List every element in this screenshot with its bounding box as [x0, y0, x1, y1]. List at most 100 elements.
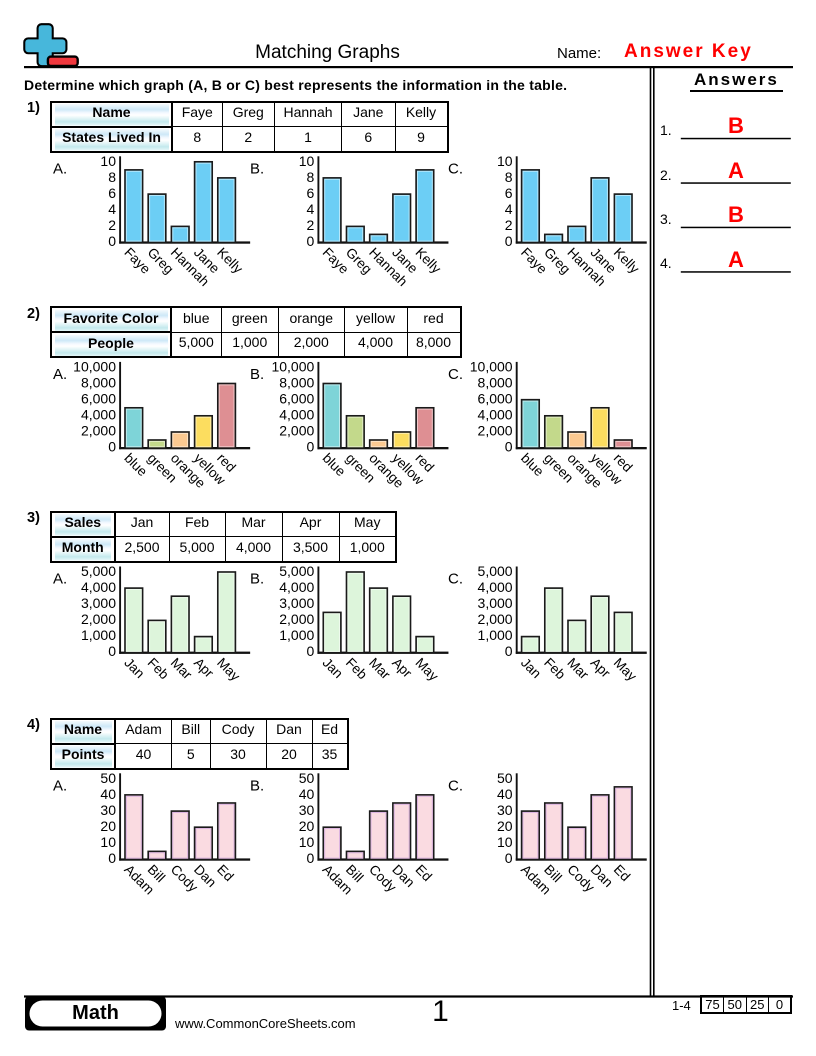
svg-text:10: 10 [100, 153, 116, 169]
svg-text:May: May [611, 655, 640, 684]
svg-text:blue: blue [320, 450, 349, 479]
svg-text:Mar: Mar [168, 655, 195, 682]
svg-text:40: 40 [497, 786, 513, 802]
svg-text:8: 8 [505, 169, 513, 185]
svg-text:6: 6 [108, 185, 116, 201]
svg-text:Apr: Apr [389, 655, 415, 681]
svg-text:30: 30 [497, 802, 513, 818]
svg-text:A.: A. [53, 160, 67, 177]
svg-text:Kelly: Kelly [412, 245, 444, 277]
svg-text:4,000: 4,000 [81, 407, 116, 423]
svg-text:Greg: Greg [343, 245, 375, 277]
svg-text:0: 0 [307, 850, 315, 866]
svg-text:3,000: 3,000 [279, 595, 314, 611]
svg-text:Feb: Feb [145, 655, 172, 682]
svg-text:6,000: 6,000 [81, 391, 116, 407]
svg-text:Jan: Jan [518, 655, 544, 681]
svg-text:blue: blue [121, 450, 150, 479]
svg-text:0: 0 [108, 439, 116, 455]
svg-text:40: 40 [299, 786, 315, 802]
svg-text:Feb: Feb [541, 655, 568, 682]
svg-text:blue: blue [518, 450, 547, 479]
svg-text:0: 0 [505, 439, 513, 455]
svg-text:1,000: 1,000 [279, 627, 314, 643]
svg-text:0: 0 [108, 643, 116, 659]
svg-text:0: 0 [505, 233, 513, 249]
svg-text:10: 10 [299, 834, 315, 850]
svg-text:4,000: 4,000 [279, 579, 314, 595]
svg-text:Jan: Jan [121, 655, 147, 681]
svg-text:Feb: Feb [343, 655, 370, 682]
svg-text:3,000: 3,000 [81, 595, 116, 611]
svg-text:5,000: 5,000 [81, 563, 116, 579]
svg-text:2,000: 2,000 [478, 611, 513, 627]
svg-text:4: 4 [307, 201, 315, 217]
svg-text:10,000: 10,000 [271, 359, 314, 375]
svg-text:3,000: 3,000 [478, 595, 513, 611]
svg-text:4,000: 4,000 [279, 407, 314, 423]
svg-text:2: 2 [307, 217, 315, 233]
svg-text:2: 2 [505, 217, 513, 233]
svg-text:10: 10 [100, 834, 116, 850]
svg-text:Faye: Faye [121, 245, 153, 277]
svg-text:10: 10 [497, 834, 513, 850]
svg-text:Jan: Jan [320, 655, 346, 681]
svg-text:50: 50 [497, 770, 513, 786]
svg-text:20: 20 [299, 818, 315, 834]
svg-text:2: 2 [108, 217, 116, 233]
svg-text:4: 4 [505, 201, 513, 217]
svg-text:Mar: Mar [564, 655, 591, 682]
svg-text:20: 20 [100, 818, 116, 834]
svg-text:A.: A. [53, 571, 67, 588]
svg-text:B.: B. [250, 571, 264, 588]
svg-text:0: 0 [108, 233, 116, 249]
svg-text:20: 20 [497, 818, 513, 834]
svg-text:4,000: 4,000 [478, 407, 513, 423]
svg-text:0: 0 [505, 850, 513, 866]
svg-text:8: 8 [307, 169, 315, 185]
svg-text:10,000: 10,000 [73, 359, 116, 375]
svg-text:Apr: Apr [588, 655, 614, 681]
svg-text:5,000: 5,000 [478, 563, 513, 579]
svg-text:40: 40 [100, 786, 116, 802]
svg-text:Kelly: Kelly [214, 245, 246, 277]
svg-text:6,000: 6,000 [279, 391, 314, 407]
svg-text:C.: C. [448, 777, 463, 794]
svg-text:4: 4 [108, 201, 116, 217]
svg-text:May: May [214, 655, 243, 684]
svg-text:8,000: 8,000 [81, 375, 116, 391]
svg-text:A.: A. [53, 777, 67, 794]
svg-text:0: 0 [108, 850, 116, 866]
svg-text:2,000: 2,000 [81, 611, 116, 627]
svg-text:2,000: 2,000 [279, 423, 314, 439]
svg-text:1,000: 1,000 [478, 627, 513, 643]
svg-text:0: 0 [505, 643, 513, 659]
svg-text:6,000: 6,000 [478, 391, 513, 407]
svg-text:6: 6 [307, 185, 315, 201]
svg-text:Faye: Faye [518, 245, 550, 277]
svg-text:B.: B. [250, 366, 264, 383]
svg-text:B.: B. [250, 160, 264, 177]
svg-text:8,000: 8,000 [279, 375, 314, 391]
svg-text:0: 0 [307, 233, 315, 249]
svg-text:B.: B. [250, 777, 264, 794]
svg-text:5,000: 5,000 [279, 563, 314, 579]
svg-text:C.: C. [448, 160, 463, 177]
svg-text:6: 6 [505, 185, 513, 201]
svg-text:0: 0 [307, 643, 315, 659]
svg-text:Faye: Faye [320, 245, 352, 277]
svg-text:8: 8 [108, 169, 116, 185]
svg-text:Mar: Mar [366, 655, 393, 682]
svg-text:8,000: 8,000 [478, 375, 513, 391]
svg-text:Kelly: Kelly [611, 245, 643, 277]
svg-text:4,000: 4,000 [478, 579, 513, 595]
svg-text:50: 50 [100, 770, 116, 786]
svg-text:1,000: 1,000 [81, 627, 116, 643]
svg-text:C.: C. [448, 571, 463, 588]
svg-text:Greg: Greg [145, 245, 177, 277]
svg-text:May: May [412, 655, 441, 684]
svg-text:4,000: 4,000 [81, 579, 116, 595]
svg-text:A.: A. [53, 366, 67, 383]
svg-text:30: 30 [299, 802, 315, 818]
svg-text:50: 50 [299, 770, 315, 786]
